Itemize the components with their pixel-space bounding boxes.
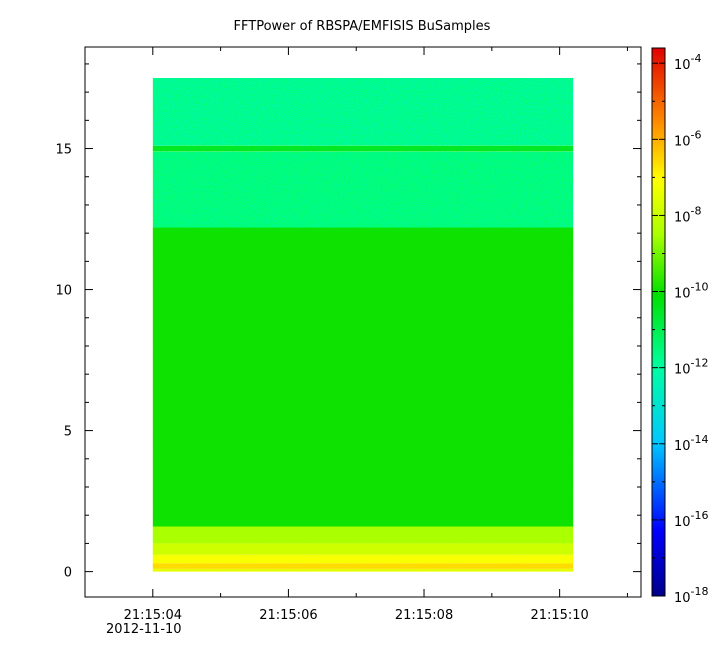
colorbar-tick-label: 10-12 [674,357,709,378]
y-tick-label: 5 [64,425,72,440]
spectrogram-bands [152,78,574,572]
spectrogram-band-7 [152,145,574,152]
colorbar-tick-label: 10-8 [674,204,702,225]
colorbar-tick-label: 10-10 [674,281,709,302]
x-tick-label: 21:15:10 [530,608,588,623]
y-axis: 0 5 10 15 [55,63,641,581]
chart-title: FFTPower of RBSPA/EMFISIS BuSamples [234,19,491,34]
x-tick-label: 21:15:04 [124,608,182,623]
colorbar-tick-label: 10-4 [674,52,702,73]
y-tick-label: 10 [55,284,72,299]
colorbar-tick-label: 10-16 [674,509,709,530]
y-tick-label: 0 [64,566,72,581]
colorbar-tick-label: 10-6 [674,128,702,149]
spectrogram-band-8 [152,78,574,146]
spectrogram-band-1 [152,563,574,569]
colorbar-tick-label: 10-18 [674,585,709,606]
x-tick-label: 21:15:08 [395,608,453,623]
y-tick-label: 15 [55,143,72,158]
colorbar [651,47,666,597]
spectrogram-band-0 [152,568,574,572]
spectrogram-band-3 [152,543,574,555]
colorbar-tick-label: 10-14 [674,433,709,454]
x-tick-label: 21:15:06 [259,608,317,623]
x-date-label: 2012-11-10 [106,622,182,637]
spectrogram-band-2 [152,554,574,564]
x-axis: 21:15:04 21:15:06 21:15:08 21:15:10 [84,47,628,623]
spectrogram-band-6 [152,151,574,228]
spectrogram-band-5 [152,227,574,527]
spectrogram-band-4 [152,526,574,544]
